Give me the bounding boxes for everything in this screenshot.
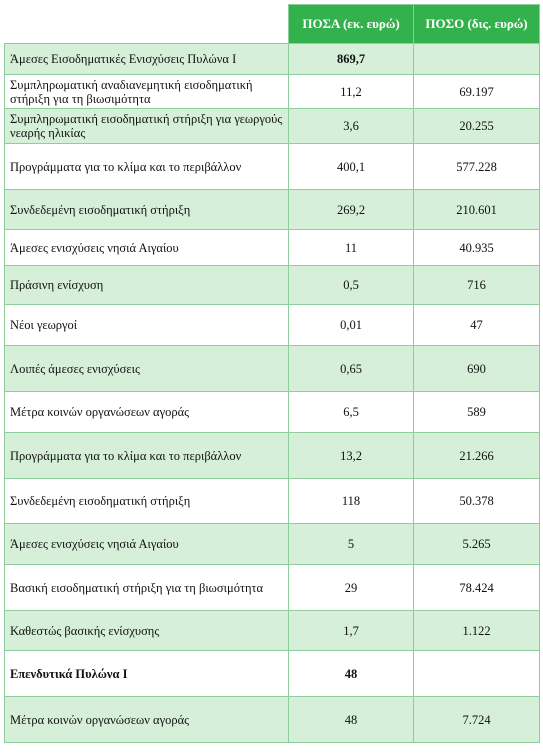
- row-amount-billion: 690: [413, 345, 540, 392]
- row-label: Άμεσες Εισοδηματικές Ενισχύσεις Πυλώνα Ι: [4, 43, 289, 75]
- row-label: Βασική εισοδηματική στήριξη για τη βιωσι…: [4, 564, 289, 611]
- row-amount-million: 13,2: [288, 432, 414, 479]
- row-amount-million: 11,2: [288, 74, 414, 109]
- row-label: Λοιπές άμεσες ενισχύσεις: [4, 345, 289, 392]
- row-amount-billion: 589: [413, 391, 540, 433]
- table-row: Λοιπές άμεσες ενισχύσεις 0,65 690: [4, 345, 540, 392]
- row-label: Συνδεδεμένη εισοδηματική στήριξη: [4, 478, 289, 524]
- row-label: Άμεσες ενισχύσεις νησιά Αιγαίου: [4, 229, 289, 266]
- row-amount-million: 118: [288, 478, 414, 524]
- table-row: Άμεσες ενισχύσεις νησιά Αιγαίου 5 5.265: [4, 523, 540, 565]
- row-amount-million: 6,5: [288, 391, 414, 433]
- table-row: Μέτρα κοινών οργανώσεων αγοράς 6,5 589: [4, 391, 540, 433]
- table-row: Βασική εισοδηματική στήριξη για τη βιωσι…: [4, 564, 540, 611]
- row-label: Μέτρα κοινών οργανώσεων αγοράς: [4, 391, 289, 433]
- row-amount-billion: 21.266: [413, 432, 540, 479]
- row-amount-million: 48: [288, 696, 414, 743]
- row-amount-billion: 50.378: [413, 478, 540, 524]
- table-row: Συνδεδεμένη εισοδηματική στήριξη 118 50.…: [4, 478, 540, 524]
- table-row: Επενδυτικά Πυλώνα Ι 48: [4, 650, 540, 697]
- row-amount-million: 269,2: [288, 189, 414, 230]
- row-amount-million: 11: [288, 229, 414, 266]
- row-amount-billion: 20.255: [413, 108, 540, 144]
- row-label: Πράσινη ενίσχυση: [4, 265, 289, 305]
- row-amount-billion: 69.197: [413, 74, 540, 109]
- funding-table: ΠΟΣΑ (εκ. ευρώ) ΠΟΣΟ (δις. ευρώ) Άμεσες …: [4, 4, 540, 743]
- row-label: Προγράμματα για το κλίμα και το περιβάλλ…: [4, 143, 289, 190]
- row-amount-million: 869,7: [288, 43, 414, 75]
- header-cell-amount-billion: ΠΟΣΟ (δις. ευρώ): [413, 4, 540, 44]
- row-label: Νέοι γεωργοί: [4, 304, 289, 346]
- table-row: Πράσινη ενίσχυση 0,5 716: [4, 265, 540, 305]
- row-label: Επενδυτικά Πυλώνα Ι: [4, 650, 289, 697]
- table-row: Καθεστώς βασικής ενίσχυσης 1,7 1.122: [4, 610, 540, 651]
- table-row: Νέοι γεωργοί 0,01 47: [4, 304, 540, 346]
- row-label: Συνδεδεμένη εισοδηματική στήριξη: [4, 189, 289, 230]
- row-label: Καθεστώς βασικής ενίσχυσης: [4, 610, 289, 651]
- row-amount-billion: [413, 650, 540, 697]
- row-amount-billion: 210.601: [413, 189, 540, 230]
- row-label: Άμεσες ενισχύσεις νησιά Αιγαίου: [4, 523, 289, 565]
- header-row: ΠΟΣΑ (εκ. ευρώ) ΠΟΣΟ (δις. ευρώ): [4, 4, 540, 44]
- table-row: Συμπληρωματική αναδιανεμητική εισοδηματι…: [4, 74, 540, 109]
- row-amount-million: 0,01: [288, 304, 414, 346]
- row-label: Μέτρα κοινών οργανώσεων αγοράς: [4, 696, 289, 743]
- table-row: Συμπληρωματική εισοδηματική στήριξη για …: [4, 108, 540, 144]
- table-body: Άμεσες Εισοδηματικές Ενισχύσεις Πυλώνα Ι…: [4, 43, 540, 743]
- table-row: Προγράμματα για το κλίμα και το περιβάλλ…: [4, 432, 540, 479]
- header-cell-amount-million: ΠΟΣΑ (εκ. ευρώ): [288, 4, 414, 44]
- row-label: Συμπληρωματική εισοδηματική στήριξη για …: [4, 108, 289, 144]
- row-amount-billion: 78.424: [413, 564, 540, 611]
- row-label: Προγράμματα για το κλίμα και το περιβάλλ…: [4, 432, 289, 479]
- row-amount-billion: [413, 43, 540, 75]
- row-amount-billion: 577.228: [413, 143, 540, 190]
- row-amount-million: 1,7: [288, 610, 414, 651]
- table-row: Άμεσες ενισχύσεις νησιά Αιγαίου 11 40.93…: [4, 229, 540, 266]
- row-amount-billion: 7.724: [413, 696, 540, 743]
- row-amount-million: 0,5: [288, 265, 414, 305]
- row-amount-million: 29: [288, 564, 414, 611]
- row-amount-billion: 47: [413, 304, 540, 346]
- row-amount-billion: 5.265: [413, 523, 540, 565]
- row-amount-million: 3,6: [288, 108, 414, 144]
- row-amount-million: 5: [288, 523, 414, 565]
- row-amount-billion: 716: [413, 265, 540, 305]
- table-row: Προγράμματα για το κλίμα και το περιβάλλ…: [4, 143, 540, 190]
- table-row: Άμεσες Εισοδηματικές Ενισχύσεις Πυλώνα Ι…: [4, 43, 540, 75]
- row-amount-million: 0,65: [288, 345, 414, 392]
- table-row: Συνδεδεμένη εισοδηματική στήριξη 269,2 2…: [4, 189, 540, 230]
- row-label: Συμπληρωματική αναδιανεμητική εισοδηματι…: [4, 74, 289, 109]
- table-row: Μέτρα κοινών οργανώσεων αγοράς 48 7.724: [4, 696, 540, 743]
- row-amount-million: 400,1: [288, 143, 414, 190]
- table-header: ΠΟΣΑ (εκ. ευρώ) ΠΟΣΟ (δις. ευρώ): [4, 4, 540, 44]
- row-amount-million: 48: [288, 650, 414, 697]
- table-container: ΠΟΣΑ (εκ. ευρώ) ΠΟΣΟ (δις. ευρώ) Άμεσες …: [4, 4, 540, 743]
- header-cell-blank: [4, 4, 289, 44]
- row-amount-billion: 40.935: [413, 229, 540, 266]
- row-amount-billion: 1.122: [413, 610, 540, 651]
